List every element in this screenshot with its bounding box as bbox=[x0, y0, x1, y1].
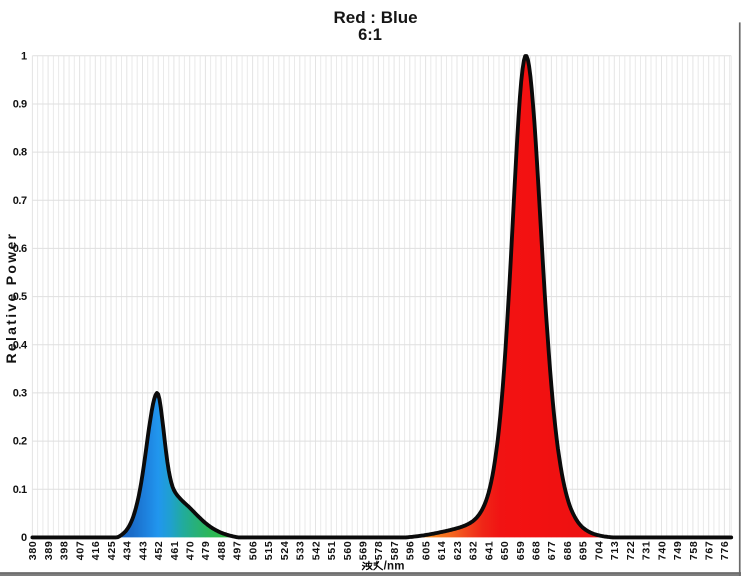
svg-text:416: 416 bbox=[90, 541, 102, 561]
svg-text:740: 740 bbox=[656, 541, 668, 561]
svg-text:722: 722 bbox=[625, 541, 637, 561]
svg-text:6:1: 6:1 bbox=[358, 26, 382, 44]
svg-text:758: 758 bbox=[688, 541, 700, 561]
svg-text:470: 470 bbox=[185, 541, 197, 561]
svg-text:686: 686 bbox=[562, 541, 574, 561]
svg-text:650: 650 bbox=[499, 541, 511, 561]
svg-text:Relative Power: Relative Power bbox=[3, 232, 19, 364]
svg-text:1: 1 bbox=[21, 50, 27, 62]
svg-text:479: 479 bbox=[200, 541, 212, 561]
svg-text:425: 425 bbox=[106, 541, 118, 561]
svg-text:0.3: 0.3 bbox=[13, 388, 27, 400]
svg-text:659: 659 bbox=[515, 541, 527, 561]
svg-text:614: 614 bbox=[436, 541, 448, 561]
svg-text:731: 731 bbox=[641, 541, 653, 561]
svg-text:623: 623 bbox=[452, 541, 464, 561]
svg-text:389: 389 bbox=[43, 541, 55, 561]
svg-text:713: 713 bbox=[609, 541, 621, 561]
svg-text:497: 497 bbox=[232, 541, 244, 561]
svg-text:0.9: 0.9 bbox=[13, 99, 27, 111]
svg-text:668: 668 bbox=[531, 541, 543, 561]
svg-text:632: 632 bbox=[468, 541, 480, 561]
svg-text:533: 533 bbox=[295, 541, 307, 561]
svg-text:776: 776 bbox=[719, 541, 731, 561]
svg-text:596: 596 bbox=[405, 541, 417, 561]
svg-text:443: 443 bbox=[137, 541, 149, 561]
svg-text:542: 542 bbox=[310, 541, 322, 561]
svg-text:0.6: 0.6 bbox=[13, 243, 27, 255]
svg-text:407: 407 bbox=[74, 541, 86, 561]
svg-text:0: 0 bbox=[21, 532, 27, 544]
svg-text:0.1: 0.1 bbox=[13, 484, 27, 496]
svg-text:749: 749 bbox=[672, 541, 684, 561]
svg-text:641: 641 bbox=[483, 541, 495, 561]
svg-text:0.8: 0.8 bbox=[13, 147, 27, 159]
svg-text:560: 560 bbox=[342, 541, 354, 561]
svg-text:695: 695 bbox=[578, 541, 590, 561]
svg-text:587: 587 bbox=[389, 541, 401, 561]
svg-text:461: 461 bbox=[169, 541, 181, 561]
svg-text:704: 704 bbox=[593, 541, 605, 561]
svg-text:605: 605 bbox=[420, 541, 432, 561]
svg-text:0.5: 0.5 bbox=[13, 291, 27, 303]
svg-text:551: 551 bbox=[326, 541, 338, 561]
svg-text:380: 380 bbox=[27, 541, 39, 561]
svg-text:569: 569 bbox=[358, 541, 370, 561]
svg-text:434: 434 bbox=[122, 541, 134, 561]
svg-text:0.2: 0.2 bbox=[13, 436, 27, 448]
svg-text:0.7: 0.7 bbox=[13, 195, 27, 207]
svg-text:506: 506 bbox=[247, 541, 259, 561]
svg-text:515: 515 bbox=[263, 541, 275, 561]
svg-text:398: 398 bbox=[59, 541, 71, 561]
svg-text:/nm: /nm bbox=[384, 561, 405, 573]
svg-text:452: 452 bbox=[153, 541, 165, 561]
svg-text:0.4: 0.4 bbox=[13, 339, 28, 351]
svg-text:524: 524 bbox=[279, 541, 291, 561]
svg-text:Red : Blue: Red : Blue bbox=[333, 8, 417, 27]
svg-text:488: 488 bbox=[216, 541, 228, 561]
svg-text:578: 578 bbox=[373, 541, 385, 561]
svg-text:677: 677 bbox=[546, 541, 558, 561]
svg-text:767: 767 bbox=[704, 541, 716, 561]
